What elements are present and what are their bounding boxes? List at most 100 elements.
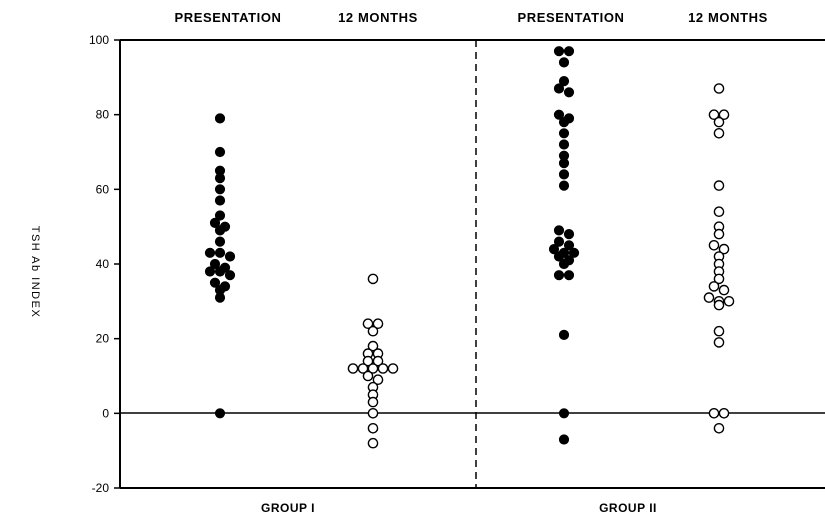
filled-data-point: [558, 258, 570, 270]
open-data-point: [713, 228, 725, 240]
y-tick-label: 60: [96, 182, 110, 196]
filled-data-point: [214, 210, 226, 221]
column-header-group2-12months: 12 MONTHS: [688, 10, 768, 25]
open-data-point: [713, 180, 725, 191]
column-header-group2-presentation: PRESENTATION: [517, 10, 624, 25]
open-data-point: [367, 407, 379, 419]
open-data-point: [713, 116, 725, 128]
open-data-point: [713, 337, 725, 348]
filled-data-point: [214, 225, 226, 236]
open-data-point: [367, 340, 379, 352]
open-data-point: [718, 243, 730, 255]
open-data-point: [713, 325, 725, 337]
open-data-point: [362, 370, 374, 382]
filled-data-point: [209, 277, 221, 288]
open-data-point: [713, 299, 725, 311]
filled-data-point: [563, 240, 575, 251]
filled-data-point: [224, 270, 236, 281]
open-data-point: [372, 374, 384, 386]
y-tick-label: -20: [92, 481, 110, 495]
open-data-point: [367, 363, 379, 374]
data-points: [204, 46, 735, 449]
filled-data-point: [563, 87, 575, 98]
open-data-point: [713, 127, 725, 139]
open-data-point: [367, 437, 379, 449]
open-data-point: [713, 83, 725, 94]
y-tick-label: 0: [102, 406, 109, 420]
filled-data-point: [558, 57, 570, 68]
open-data-point: [708, 239, 720, 251]
filled-data-point: [558, 408, 570, 419]
open-data-point: [708, 407, 720, 419]
open-data-point: [362, 355, 374, 367]
filled-data-point: [563, 229, 575, 240]
filled-data-point: [214, 146, 226, 158]
filled-data-point: [224, 251, 236, 262]
open-data-point: [718, 284, 730, 296]
filled-data-point: [558, 117, 570, 128]
filled-data-point: [548, 244, 560, 255]
filled-data-point: [553, 236, 565, 247]
filled-data-point: [214, 292, 226, 303]
filled-data-point: [209, 258, 221, 270]
filled-data-point: [558, 434, 570, 445]
filled-data-point: [553, 225, 565, 236]
open-data-point: [357, 363, 369, 374]
group-label-2: GROUP II: [599, 501, 657, 515]
open-data-point: [713, 422, 725, 434]
y-tick-label: 80: [96, 108, 110, 122]
open-data-point: [377, 363, 389, 374]
open-data-point: [372, 355, 384, 367]
filled-data-point: [568, 247, 580, 258]
open-data-point: [708, 281, 720, 292]
filled-data-point: [553, 46, 565, 57]
filled-data-point: [214, 195, 226, 206]
y-tick-label: 20: [96, 332, 110, 346]
filled-data-point: [558, 158, 570, 169]
open-data-point: [387, 363, 399, 374]
filled-data-point: [214, 408, 226, 419]
open-data-point: [367, 325, 379, 337]
column-header-group1-12months: 12 MONTHS: [338, 10, 418, 25]
filled-data-point: [209, 217, 221, 228]
filled-data-point: [214, 236, 226, 247]
open-data-point: [347, 363, 359, 374]
filled-data-point: [553, 109, 565, 120]
column-header-group1-presentation: PRESENTATION: [174, 10, 281, 25]
y-axis-ticks: 100 80 60 40 20 0 -20: [89, 33, 120, 495]
open-data-point: [708, 109, 720, 120]
open-data-point: [703, 292, 715, 303]
open-data-point: [367, 273, 379, 285]
filled-data-point: [558, 169, 570, 180]
filled-data-point: [214, 266, 226, 277]
filled-data-point: [563, 46, 575, 57]
open-data-point: [362, 318, 374, 330]
filled-data-point: [553, 83, 565, 94]
open-data-point: [367, 422, 379, 434]
y-tick-label: 40: [96, 257, 110, 271]
open-data-point: [713, 206, 725, 217]
filled-data-point: [214, 247, 226, 258]
filled-data-point: [214, 173, 226, 184]
open-data-point: [367, 396, 379, 408]
filled-data-point: [558, 180, 570, 191]
filled-data-point: [214, 113, 226, 124]
filled-data-point: [204, 266, 216, 277]
group-label-1: GROUP I: [261, 501, 315, 515]
open-data-point: [713, 273, 725, 285]
y-tick-label: 100: [89, 33, 109, 47]
filled-data-point: [553, 270, 565, 281]
filled-data-point: [558, 139, 570, 150]
filled-data-point: [204, 247, 216, 258]
open-data-point: [718, 109, 730, 120]
open-data-point: [372, 318, 384, 330]
open-data-point: [723, 295, 735, 307]
filled-data-point: [558, 128, 570, 139]
filled-data-point: [558, 329, 570, 340]
filled-data-point: [553, 251, 565, 262]
y-axis-label: TSH Ab INDEX: [29, 226, 41, 319]
filled-data-point: [563, 270, 575, 281]
open-data-point: [718, 407, 730, 419]
filled-data-point: [558, 76, 570, 87]
